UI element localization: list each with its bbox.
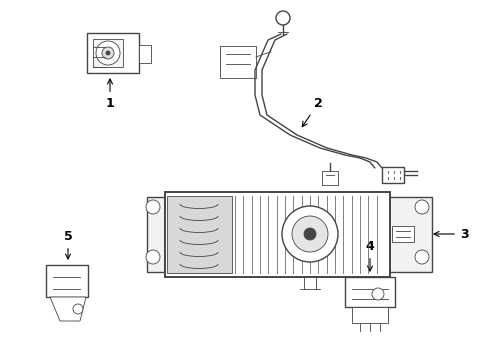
Circle shape	[102, 47, 114, 59]
FancyBboxPatch shape	[322, 171, 338, 185]
FancyBboxPatch shape	[46, 265, 88, 297]
FancyBboxPatch shape	[220, 46, 256, 78]
FancyBboxPatch shape	[392, 226, 414, 242]
Circle shape	[415, 200, 429, 214]
Text: 2: 2	[302, 97, 322, 127]
Circle shape	[304, 228, 316, 240]
Text: 1: 1	[106, 79, 114, 110]
Text: 3: 3	[434, 228, 468, 240]
Circle shape	[146, 200, 160, 214]
FancyBboxPatch shape	[139, 45, 151, 63]
Circle shape	[106, 51, 110, 55]
FancyBboxPatch shape	[167, 196, 232, 273]
Circle shape	[292, 216, 328, 252]
Circle shape	[146, 250, 160, 264]
FancyBboxPatch shape	[165, 192, 390, 277]
FancyBboxPatch shape	[382, 167, 404, 183]
Circle shape	[372, 288, 384, 300]
FancyBboxPatch shape	[345, 277, 395, 307]
Circle shape	[276, 11, 290, 25]
Text: 4: 4	[366, 240, 374, 271]
FancyBboxPatch shape	[87, 33, 139, 73]
Circle shape	[73, 304, 83, 314]
Circle shape	[96, 41, 120, 65]
Polygon shape	[50, 297, 86, 321]
FancyBboxPatch shape	[93, 39, 123, 67]
Circle shape	[282, 206, 338, 262]
Text: 5: 5	[64, 230, 73, 259]
Circle shape	[415, 250, 429, 264]
FancyBboxPatch shape	[147, 197, 432, 272]
FancyBboxPatch shape	[352, 307, 388, 323]
